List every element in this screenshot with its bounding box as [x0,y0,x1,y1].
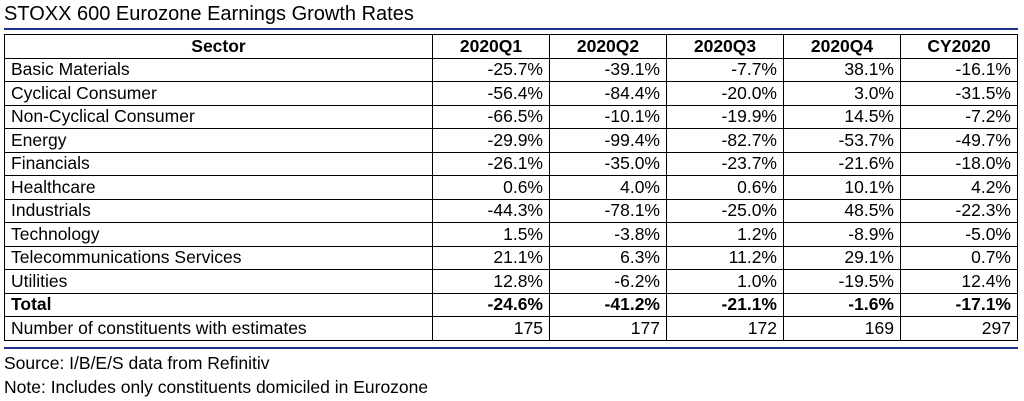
value-cell: -39.1% [549,57,667,82]
value-cell: -82.7% [666,128,784,153]
value-cell: -44.3% [432,198,550,223]
value-cell: 12.8% [432,269,550,294]
sector-cell: Technology [4,222,433,247]
total-value-cell: -21.1% [666,292,784,317]
value-cell: 1.0% [666,269,784,294]
value-cell: -16.1% [900,57,1018,82]
sector-cell: Energy [4,128,433,153]
value-cell: -7.2% [900,104,1018,129]
value-cell: -3.8% [549,222,667,247]
value-cell: -5.0% [900,222,1018,247]
sector-cell: Utilities [4,269,433,294]
value-cell: 11.2% [666,245,784,270]
value-cell: 4.0% [549,175,667,200]
table-row: Energy -29.9% -99.4% -82.7% -53.7% -49.7… [4,128,1018,153]
sector-cell: Non-Cyclical Consumer [4,104,433,129]
total-row: Total -24.6% -41.2% -21.1% -1.6% -17.1% [4,292,1018,317]
constituents-row: Number of constituents with estimates 17… [4,316,1018,341]
column-header-2020q3: 2020Q3 [666,34,784,59]
value-cell: -19.9% [666,104,784,129]
value-cell: 29.1% [783,245,901,270]
value-cell: -29.9% [432,128,550,153]
value-cell: -21.6% [783,151,901,176]
total-value-cell: -17.1% [900,292,1018,317]
table-row: Cyclical Consumer -56.4% -84.4% -20.0% 3… [4,81,1018,106]
value-cell: 14.5% [783,104,901,129]
value-cell: 12.4% [900,269,1018,294]
table-row: Basic Materials -25.7% -39.1% -7.7% 38.1… [4,57,1018,82]
value-cell: -10.1% [549,104,667,129]
table-row: Non-Cyclical Consumer -66.5% -10.1% -19.… [4,104,1018,129]
value-cell: -6.2% [549,269,667,294]
column-header-2020q4: 2020Q4 [783,34,901,59]
value-cell: 0.7% [900,245,1018,270]
value-cell: -8.9% [783,222,901,247]
value-cell: -84.4% [549,81,667,106]
source-note: Source: I/B/E/S data from Refinitiv [4,353,270,373]
header-row: Sector 2020Q1 2020Q2 2020Q3 2020Q4 CY202… [4,34,1018,59]
top-rule [4,28,1018,30]
value-cell: 48.5% [783,198,901,223]
total-value-cell: -24.6% [432,292,550,317]
total-label: Total [4,292,433,317]
sector-cell: Financials [4,151,433,176]
value-cell: -18.0% [900,151,1018,176]
value-cell: 0.6% [432,175,550,200]
value-cell: -23.7% [666,151,784,176]
sector-cell: Industrials [4,198,433,223]
value-cell: -99.4% [549,128,667,153]
value-cell: 3.0% [783,81,901,106]
table-row: Financials -26.1% -35.0% -23.7% -21.6% -… [4,151,1018,176]
table-row: Utilities 12.8% -6.2% 1.0% -19.5% 12.4% [4,269,1018,294]
value-cell: 21.1% [432,245,550,270]
value-cell: -25.0% [666,198,784,223]
scope-note: Note: Includes only constituents domicil… [4,377,429,397]
constituents-label: Number of constituents with estimates [4,316,433,341]
value-cell: -25.7% [432,57,550,82]
value-cell: -49.7% [900,128,1018,153]
value-cell: 38.1% [783,57,901,82]
value-cell: 4.2% [900,175,1018,200]
column-header-2020q2: 2020Q2 [549,34,667,59]
table-row: Technology 1.5% -3.8% 1.2% -8.9% -5.0% [4,222,1018,247]
value-cell: -26.1% [432,151,550,176]
total-value-cell: -41.2% [549,292,667,317]
column-header-2020q1: 2020Q1 [432,34,550,59]
bottom-rule [4,347,1018,349]
table-row: Healthcare 0.6% 4.0% 0.6% 10.1% 4.2% [4,175,1018,200]
sector-cell: Cyclical Consumer [4,81,433,106]
sector-cell: Healthcare [4,175,433,200]
table-row: Industrials -44.3% -78.1% -25.0% 48.5% -… [4,198,1018,223]
value-cell: 1.2% [666,222,784,247]
earnings-growth-table: Sector 2020Q1 2020Q2 2020Q3 2020Q4 CY202… [4,34,1018,341]
value-cell: -56.4% [432,81,550,106]
column-header-sector: Sector [4,34,433,59]
value-cell: -78.1% [549,198,667,223]
value-cell: -7.7% [666,57,784,82]
value-cell: 0.6% [666,175,784,200]
table-body: Basic Materials -25.7% -39.1% -7.7% 38.1… [4,57,1018,341]
value-cell: -66.5% [432,104,550,129]
constituents-count-cell: 175 [432,316,550,341]
value-cell: -19.5% [783,269,901,294]
value-cell: -22.3% [900,198,1018,223]
column-header-cy2020: CY2020 [900,34,1018,59]
value-cell: -20.0% [666,81,784,106]
value-cell: -35.0% [549,151,667,176]
constituents-count-cell: 297 [900,316,1018,341]
constituents-count-cell: 177 [549,316,667,341]
constituents-count-cell: 169 [783,316,901,341]
constituents-count-cell: 172 [666,316,784,341]
table-row: Telecommunications Services 21.1% 6.3% 1… [4,245,1018,270]
total-value-cell: -1.6% [783,292,901,317]
value-cell: 1.5% [432,222,550,247]
value-cell: 6.3% [549,245,667,270]
value-cell: 10.1% [783,175,901,200]
table-title: STOXX 600 Eurozone Earnings Growth Rates [4,3,414,25]
value-cell: -31.5% [900,81,1018,106]
sector-cell: Basic Materials [4,57,433,82]
value-cell: -53.7% [783,128,901,153]
sector-cell: Telecommunications Services [4,245,433,270]
